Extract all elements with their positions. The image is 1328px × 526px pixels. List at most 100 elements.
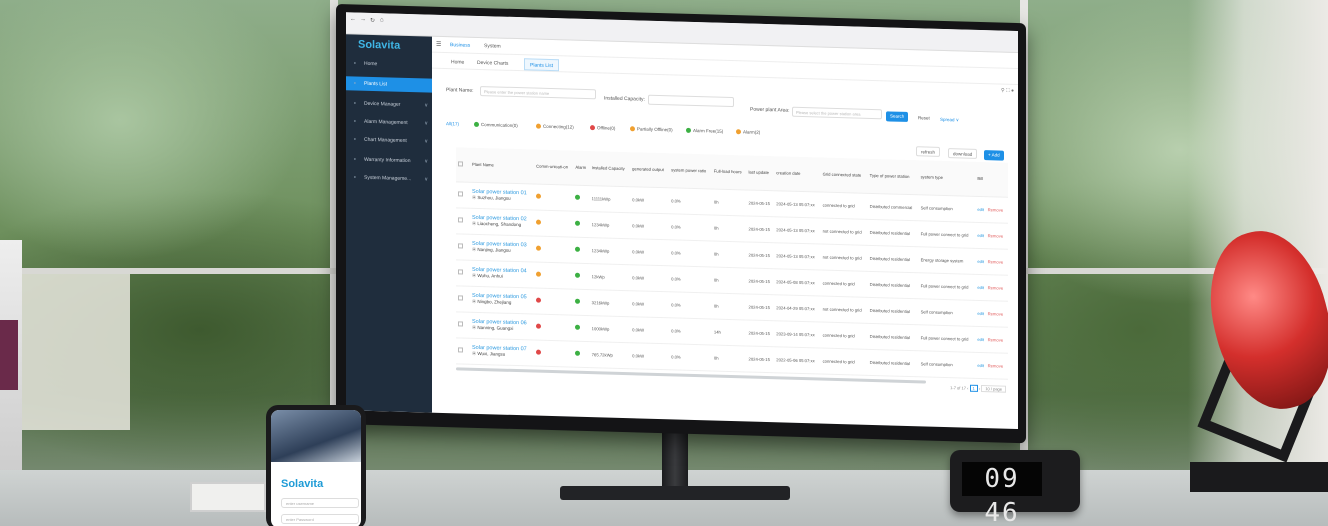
plant-location: Nanjing, Jiangsu	[477, 246, 511, 253]
chevron-down-icon: ∨	[424, 138, 428, 145]
location-pin-icon: ⦿	[472, 298, 477, 304]
phone-password-input[interactable]: enter Password	[281, 514, 359, 524]
edit-link[interactable]: edit	[977, 232, 985, 238]
home-browser-icon[interactable]: ⌂	[380, 17, 384, 24]
system-type: Energy storage system	[918, 246, 976, 274]
edit-link[interactable]: edit	[977, 362, 985, 368]
expand-button[interactable]: Spread ∨	[940, 116, 960, 123]
edit-link[interactable]: edit	[977, 336, 985, 342]
row-checkbox[interactable]	[458, 217, 463, 223]
system-type: Self consumption	[918, 350, 976, 378]
edit-link[interactable]: edit	[977, 310, 985, 316]
remove-link[interactable]: Remove	[987, 336, 1004, 343]
remove-link[interactable]: Remove	[987, 310, 1004, 317]
remove-link[interactable]: Remove	[987, 362, 1004, 369]
status-filter-label: Offline(0)	[597, 125, 616, 131]
creation-date: 2024-04-29 05:07:xx	[774, 294, 821, 322]
page-number[interactable]: 1	[969, 384, 978, 392]
row-checkbox[interactable]	[458, 269, 463, 275]
status-filter[interactable]: Alarm(2)	[736, 129, 760, 135]
sidebar-item-plants-list[interactable]: ▪ Plants List	[346, 76, 432, 93]
remove-link[interactable]: Remove	[987, 206, 1004, 213]
sidebar-item-warranty-information[interactable]: ▪ Warranty Information ∨	[346, 152, 432, 168]
system-icon: ▪	[354, 174, 356, 181]
tab-device-charts[interactable]: Device Charts	[477, 59, 509, 67]
phone-username-input[interactable]: enter username	[281, 498, 359, 508]
edit-link[interactable]: edit	[977, 206, 985, 212]
power-ratio: 0.0%	[669, 187, 712, 215]
header-tools: ⚲ ⛶ ●	[1001, 88, 1014, 94]
fullscreen-icon[interactable]: ⛶	[1006, 87, 1010, 94]
search-icon[interactable]: ⚲	[1001, 87, 1005, 94]
reset-button[interactable]: Reset	[918, 115, 930, 121]
sidebar-item-home[interactable]: ▪ Home	[346, 56, 432, 72]
tab-plants-list[interactable]: Plants List	[524, 58, 560, 72]
sidebar-item-label: Home	[364, 60, 378, 68]
plant-location: Wuhu, Anhui	[477, 272, 503, 279]
search-button[interactable]: Search	[886, 111, 909, 122]
refresh-button[interactable]: refresh	[916, 146, 941, 157]
generated-output: 0.0kW	[630, 212, 670, 240]
status-filter[interactable]: Connecting(12)	[536, 124, 574, 130]
creation-date: 2024-05-13 05:07:xx	[774, 190, 821, 218]
sidebar-item-alarm-management[interactable]: ▪ Alarm Management ∨	[346, 114, 432, 130]
system-type: Self consumption	[918, 298, 976, 326]
row-checkbox[interactable]	[458, 347, 463, 353]
reload-icon[interactable]: ↻	[370, 17, 376, 25]
edit-link[interactable]: edit	[977, 284, 985, 290]
back-icon[interactable]: ←	[350, 16, 356, 23]
user-avatar-icon[interactable]: ●	[1010, 87, 1014, 94]
communication-status-dot	[536, 297, 542, 303]
remove-link[interactable]: Remove	[987, 258, 1004, 265]
power-ratio: 0.0%	[669, 265, 712, 293]
sidebar-item-device-manager[interactable]: ▪ Device Manager ∨	[346, 96, 432, 112]
status-filter[interactable]: Communication(0)	[474, 122, 518, 129]
alarm-icon: ▪	[354, 118, 356, 125]
full-load-hours: 0h	[711, 344, 747, 372]
edit-link[interactable]: edit	[977, 258, 985, 264]
plant-location: Liaocheng, Shandong	[477, 220, 522, 228]
select-all-checkbox[interactable]	[458, 161, 463, 167]
installed-capacity: 3216kWp	[589, 289, 631, 317]
last-update: 2024-05-15	[746, 189, 775, 217]
status-filter[interactable]: Alarm Free(15)	[686, 128, 723, 134]
capacity-input[interactable]	[648, 94, 734, 108]
full-load-hours: 0h	[711, 292, 747, 320]
sidebar-item-system-manageme[interactable]: ▪ System Manageme... ∨	[346, 170, 432, 186]
location-pin-icon: ⦿	[472, 324, 477, 330]
remove-link[interactable]: Remove	[987, 284, 1004, 291]
app-screen: ← → ↻ ⌂ Solavita ▪ Home ▪ Plants List ▪ Devic…	[346, 12, 1018, 430]
remove-link[interactable]: Remove	[987, 232, 1004, 239]
monitor-stand-foot	[560, 486, 790, 500]
sidebar-item-chart-management[interactable]: ▪ Chart Management ∨	[346, 132, 432, 148]
full-load-hours: 0h	[711, 214, 747, 242]
communication-status-dot	[536, 193, 542, 199]
row-checkbox[interactable]	[458, 191, 463, 197]
row-checkbox[interactable]	[458, 321, 463, 327]
row-checkbox[interactable]	[458, 295, 463, 301]
grid-state: connected to grid	[820, 321, 868, 349]
topnav-business[interactable]: Business	[450, 42, 471, 49]
forward-icon[interactable]: →	[360, 16, 366, 23]
status-filter[interactable]: Offline(0)	[590, 125, 615, 131]
warranty-icon: ▪	[354, 156, 356, 163]
plant-location: Ningbo, Zhejiang	[477, 298, 512, 305]
status-filter[interactable]: All(17)	[446, 121, 459, 126]
status-filter[interactable]: Partially Offline(0)	[630, 126, 673, 133]
download-button[interactable]: download	[948, 148, 978, 159]
sidebar-item-label: Device Manager	[364, 100, 401, 108]
area-select[interactable]: Please select the power station area	[792, 106, 882, 120]
installed-capacity: 12kWp	[589, 263, 631, 291]
row-checkbox[interactable]	[458, 243, 463, 249]
list-icon: ▪	[354, 80, 356, 87]
plant-name-input[interactable]: Please enter the power station name	[480, 86, 596, 100]
tab-home[interactable]: Home	[451, 59, 465, 66]
station-type: Distributed residential	[867, 218, 919, 247]
page-size-select[interactable]: 10 / page	[981, 385, 1006, 393]
add-button[interactable]: + Add	[984, 150, 1004, 161]
grid-state: connected to grid	[820, 191, 868, 219]
topnav-system[interactable]: System	[484, 43, 501, 50]
menu-toggle-icon[interactable]: ☰	[436, 41, 442, 48]
alarm-status-dot	[575, 298, 581, 304]
